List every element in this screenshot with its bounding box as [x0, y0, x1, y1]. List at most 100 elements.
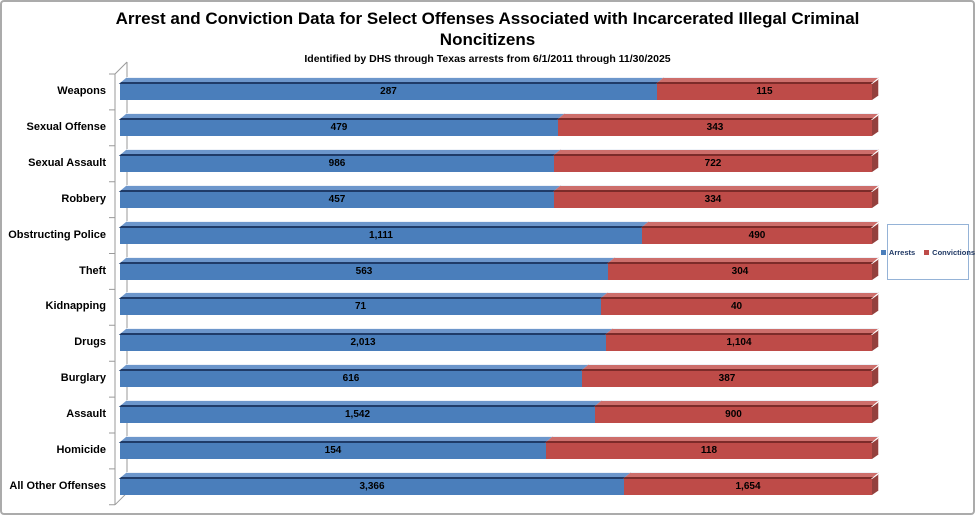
convictions-bar-top-face	[622, 471, 880, 479]
convictions-value-label: 490	[748, 229, 766, 241]
arrests-bar-top-face	[118, 256, 616, 264]
arrests-value-label: 1,542	[344, 409, 371, 421]
category-label: Assault	[66, 408, 106, 421]
convictions-bar-segment: 304	[606, 256, 880, 280]
category-label: Sexual Assault	[28, 156, 106, 169]
convictions-bar-top-face	[556, 112, 880, 120]
bar-row: 3,366 1,654	[118, 471, 880, 495]
legend: Arrests Convictions	[880, 224, 975, 280]
bar-row: 986 722	[118, 148, 880, 172]
convictions-value-label: 115	[756, 86, 773, 97]
convictions-bar-top-face	[580, 364, 880, 372]
arrests-value-label: 287	[380, 86, 397, 97]
convictions-bar-top-face	[544, 436, 880, 443]
convictions-bar-segment: 118	[544, 436, 880, 459]
arrests-bar-top-face	[118, 400, 603, 408]
category-label: Drugs	[74, 336, 106, 349]
bar-row: 2,013 1,104	[118, 328, 880, 352]
category-label: Burglary	[60, 372, 106, 385]
arrests-bar-top-face	[118, 184, 562, 192]
arrests-bar-segment: 563	[118, 256, 616, 280]
arrests-value-label: 3,366	[359, 480, 385, 492]
arrests-value-label: 986	[328, 157, 346, 169]
arrests-value-label: 2,013	[350, 337, 376, 349]
arrests-bar-top-face	[118, 77, 665, 84]
convictions-value-label: 118	[700, 445, 718, 456]
category-label: All Other Offenses	[9, 479, 106, 492]
convictions-bar-segment: 900	[593, 400, 880, 424]
bar-row: 154 118	[118, 436, 880, 459]
arrests-bar-top-face	[118, 364, 590, 372]
convictions-value-label: 334	[704, 193, 722, 205]
convictions-value-label: 1,654	[735, 480, 761, 492]
arrests-bar-segment: 154	[118, 436, 554, 459]
convictions-bar-segment: 490	[640, 220, 880, 244]
bar-row: 1,111 490	[118, 220, 880, 244]
arrests-value-label: 457	[328, 193, 346, 205]
arrests-bar-segment: 2,013	[118, 328, 614, 352]
category-label: Sexual Offense	[26, 120, 106, 133]
category-label: Kidnapping	[45, 300, 107, 313]
convictions-bar-top-face	[640, 220, 880, 228]
arrests-bar-top-face	[118, 471, 632, 479]
convictions-bar-top-face	[606, 256, 880, 264]
convictions-value-label: 343	[706, 121, 724, 133]
arrests-bar-segment: 287	[118, 77, 665, 100]
legend-item-label: Arrests	[888, 247, 916, 257]
convictions-bar-top-face	[604, 328, 880, 336]
convictions-bar-segment: 343	[556, 112, 880, 136]
arrests-bar-top-face	[118, 220, 650, 228]
arrests-value-label: 71	[354, 301, 367, 313]
arrests-bar-segment: 3,366	[118, 471, 632, 495]
arrests-bar-segment: 457	[118, 184, 562, 208]
convictions-bar-segment: 387	[580, 364, 880, 388]
category-label: Obstructing Police	[8, 228, 106, 241]
convictions-value-label: 387	[718, 373, 736, 385]
arrests-bar-segment: 1,111	[118, 220, 650, 244]
convictions-bar-segment: 40	[599, 292, 880, 316]
convictions-value-label: 304	[731, 265, 749, 277]
arrests-bar-top-face	[118, 328, 614, 336]
legend-swatch-icon	[880, 249, 886, 255]
arrests-bar-segment: 616	[118, 364, 590, 388]
convictions-bar-top-face	[552, 148, 880, 156]
convictions-bar-top-face	[593, 400, 880, 408]
category-label: Homicide	[56, 444, 106, 456]
arrests-bar-segment: 71	[118, 292, 609, 316]
arrests-bar-segment: 1,542	[118, 400, 603, 424]
arrests-value-label: 563	[355, 265, 373, 277]
arrests-bar-top-face	[118, 436, 554, 443]
bar-row: 479 343	[118, 112, 880, 136]
arrests-value-label: 479	[330, 121, 348, 133]
arrests-value-label: 616	[342, 373, 360, 385]
convictions-bar-segment: 334	[552, 184, 880, 208]
convictions-bar-segment: 115	[655, 77, 880, 100]
title-block: Arrest and Conviction Data for Select Of…	[2, 8, 973, 65]
bar-row: 563 304	[118, 256, 880, 280]
arrests-bar-segment: 479	[118, 112, 566, 136]
convictions-bar-segment: 1,654	[622, 471, 880, 495]
legend-swatch-icon	[924, 249, 930, 255]
bar-row: 287 115	[118, 77, 880, 100]
convictions-bar-top-face	[655, 77, 880, 84]
convictions-value-label: 722	[704, 157, 722, 169]
convictions-value-label: 1,104	[726, 337, 752, 349]
legend-item-label: Convictions	[932, 247, 975, 257]
legend-item-convictions: Convictions	[924, 248, 975, 257]
chart-subtitle: Identified by DHS through Texas arrests …	[304, 53, 671, 65]
convictions-bar-top-face	[552, 184, 880, 192]
convictions-value-label: 40	[730, 301, 743, 313]
arrests-bar-top-face	[118, 148, 562, 156]
bar-row: 616 387	[118, 364, 880, 388]
bar-row: 1,542 900	[118, 400, 880, 424]
category-label: Theft	[79, 264, 106, 277]
arrests-bar-top-face	[118, 292, 609, 300]
convictions-bar-top-face	[599, 292, 880, 300]
convictions-bar-segment: 722	[552, 148, 880, 172]
convictions-bar-segment: 1,104	[604, 328, 880, 352]
arrests-bar-top-face	[118, 112, 566, 120]
category-label: Robbery	[61, 192, 106, 205]
arrests-value-label: 1,111	[369, 229, 393, 241]
legend-item-arrests: Arrests	[880, 247, 916, 257]
